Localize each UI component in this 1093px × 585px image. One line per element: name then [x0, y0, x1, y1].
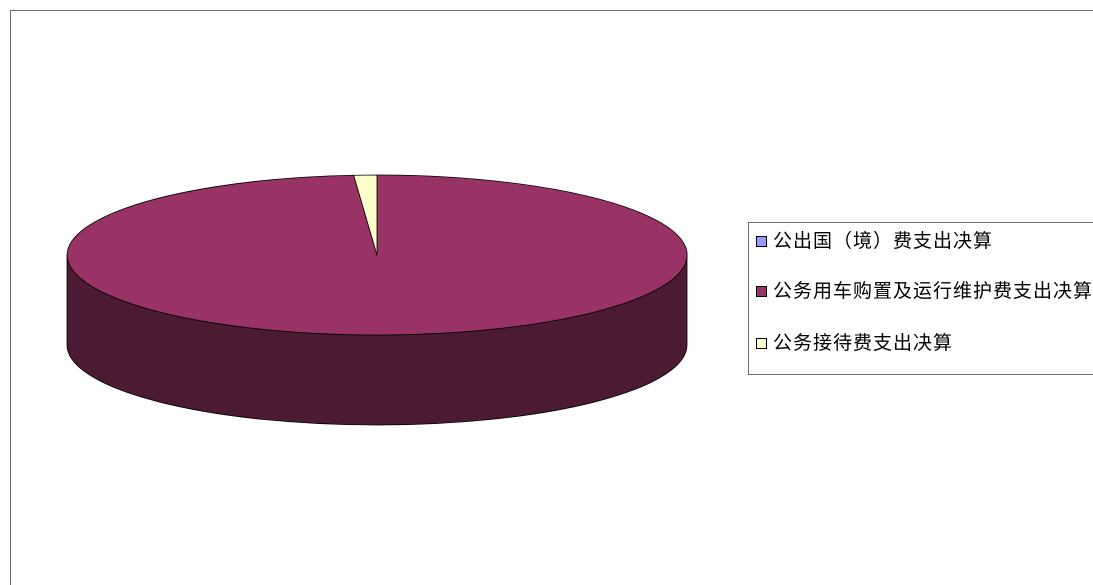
chart-area: [10, 10, 1093, 585]
legend-label-overseas: 公出国（境）费支出决算: [773, 230, 994, 252]
legend-entry-vehicle: 公务用车购置及运行维护费支出决算: [756, 281, 1093, 301]
legend-marker-reception: [756, 338, 767, 349]
legend: 公出国（境）费支出决算 公务用车购置及运行维护费支出决算 公务接待费支出决算: [748, 222, 1093, 375]
pie-slice-2: [353, 174, 378, 256]
legend-entry-reception: 公务接待费支出决算: [756, 333, 1093, 353]
legend-entry-overseas: 公出国（境）费支出决算: [756, 231, 1093, 251]
legend-marker-vehicle: [756, 286, 767, 297]
legend-label-reception: 公务接待费支出决算: [773, 332, 954, 354]
legend-label-vehicle: 公务用车购置及运行维护费支出决算: [773, 280, 1093, 302]
legend-marker-overseas: [756, 236, 767, 247]
